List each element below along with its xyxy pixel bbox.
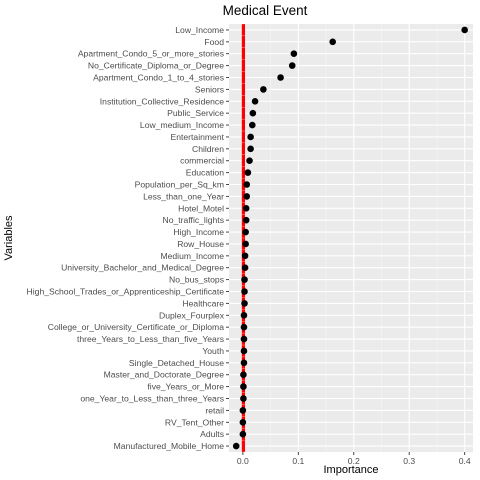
y-tick-label: Public_Service [167, 108, 224, 118]
major-gridlines [229, 24, 473, 452]
minor-gridlines [270, 24, 438, 452]
y-tick-label: Population_per_Sq_km [135, 180, 224, 190]
data-point [242, 240, 249, 248]
y-tick-label: Apartment_Condo_5_or_more_stories [78, 49, 224, 59]
y-tick-label: Adults [200, 429, 224, 439]
y-tick-label: Duplex_Fourplex [159, 310, 225, 320]
data-point [241, 288, 248, 295]
y-tick-label: Education [186, 168, 224, 178]
y-tick-label: RV_Tent_Other [165, 417, 224, 427]
y-tick-label: Low_medium_Income [140, 120, 224, 130]
data-point [288, 62, 296, 69]
data-point [260, 86, 267, 93]
y-tick-label: College_or_University_Certificate_or_Dip… [48, 322, 224, 332]
data-point [240, 383, 247, 390]
y-tick-label: Less_than_one_Year [143, 191, 224, 201]
x-axis-title: Importance [323, 464, 378, 476]
y-tick-label: one_Year_to_Less_than_three_Years [80, 394, 224, 404]
data-point [240, 311, 248, 319]
y-tick-label: No_traffic_lights [163, 215, 224, 225]
x-tick-label: 0.2 [348, 456, 360, 466]
x-tick-label: 0.1 [292, 456, 304, 466]
chart-title: Medical Event [223, 3, 308, 18]
x-tick-label: 0.0 [237, 456, 249, 466]
data-point [277, 74, 284, 81]
data-point [241, 300, 248, 307]
data-point [239, 418, 247, 426]
data-point [329, 38, 337, 46]
data-point [232, 442, 240, 450]
data-point [242, 228, 249, 236]
y-tick-label: Healthcare [182, 298, 224, 308]
y-tick-label: retail [205, 405, 224, 415]
data-point [239, 407, 247, 414]
y-tick-label: Medium_Income [160, 251, 224, 261]
y-axis-ticks: Low_Income Food Apartment_Condo_5_or_more_… [27, 25, 229, 451]
y-tick-label: Youth [202, 346, 224, 356]
y-tick-label: Apartment_Condo_1_to_4_stories [93, 73, 224, 83]
y-axis-title: Variables [3, 215, 15, 261]
y-tick-label: Children [192, 144, 224, 154]
y-tick-label: Row_House [177, 239, 224, 249]
y-tick-label: Institution_Collective_Residence [100, 96, 224, 106]
y-tick-label: Seniors [195, 84, 224, 94]
data-point [248, 121, 256, 129]
data-point [461, 26, 468, 34]
y-tick-label: Master_and_Doctorate_Degree [104, 370, 225, 380]
y-tick-label: Single_Detached_House [129, 358, 224, 368]
data-point [249, 109, 257, 117]
data-point [251, 97, 259, 105]
y-tick-label: commercial [180, 156, 224, 166]
y-tick-label: High_Income [173, 227, 224, 237]
data-point [242, 204, 250, 212]
importance-points [232, 26, 468, 450]
x-axis-ticks: 0.0 0.1 0.2 0.3 0.4 [237, 452, 471, 466]
x-tick-label: 0.4 [459, 456, 471, 466]
data-point [240, 395, 247, 402]
data-point [241, 276, 248, 283]
data-point [243, 181, 251, 188]
y-tick-label: Entertainment [170, 132, 224, 142]
data-point [240, 335, 248, 343]
y-tick-label: three_Years_to_Less_than_five_Years [77, 334, 224, 344]
y-tick-label: No_Certificate_Diploma_or_Degree [88, 61, 224, 71]
data-point [240, 359, 248, 367]
y-tick-label: University_Bachelor_and_Medical_Degree [61, 263, 224, 273]
data-point [240, 323, 248, 331]
y-tick-label: Food [204, 37, 224, 47]
data-point [246, 157, 253, 165]
y-tick-label: No_bus_stops [169, 275, 224, 285]
data-point [243, 193, 251, 200]
y-tick-label: Low_Income [175, 25, 224, 35]
data-point [242, 216, 250, 224]
data-point [239, 430, 247, 438]
data-point [247, 145, 254, 153]
data-point [244, 169, 252, 176]
data-point [240, 347, 248, 355]
y-tick-label: High_School_Trades_or_Apprenticeship_Cer… [27, 287, 225, 297]
data-point [241, 252, 249, 260]
y-tick-label: Manufactured_Mobile_Home [114, 441, 225, 451]
data-point [247, 133, 254, 141]
plot-panel [229, 24, 473, 452]
y-tick-label: five_Years_or_More [147, 382, 224, 392]
data-point [290, 50, 298, 58]
y-tick-label: Hotel_Motel [178, 203, 224, 213]
data-point [240, 371, 247, 379]
data-point [241, 264, 249, 272]
x-tick-label: 0.3 [403, 456, 415, 466]
